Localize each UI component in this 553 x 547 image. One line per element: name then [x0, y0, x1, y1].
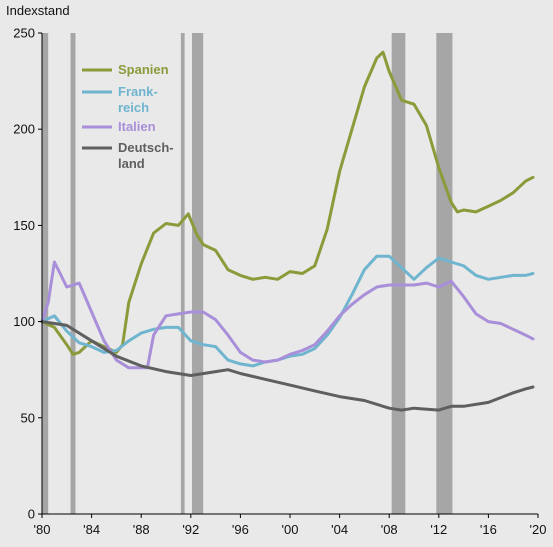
series-line-deutschland	[40, 320, 535, 412]
series-line-italien	[40, 260, 535, 370]
recession-band-1	[70, 33, 76, 514]
legend-label-deutschland: land	[118, 156, 145, 171]
legend-label-spanien: Spanien	[118, 62, 169, 77]
x-tick-label: '96	[232, 522, 249, 537]
x-tick-label: '84	[83, 522, 100, 537]
x-tick-label: '92	[182, 522, 199, 537]
y-tick-label: 250	[13, 26, 35, 41]
legend-label-frankreich: reich	[118, 100, 149, 115]
recession-band-0	[42, 33, 49, 514]
recession-band-2	[180, 33, 185, 514]
series-line-spanien	[40, 50, 535, 356]
y-tick-label: 150	[13, 218, 35, 233]
x-tick-label: '20	[530, 522, 547, 537]
x-tick-label: '16	[480, 522, 497, 537]
legend-label-deutschland: Deutsch-	[118, 140, 174, 155]
series-lines	[40, 50, 535, 412]
x-tick-label: '80	[34, 522, 51, 537]
axes	[41, 33, 538, 515]
x-tick-label: '88	[133, 522, 150, 537]
y-tick-label: 0	[28, 507, 35, 522]
recession-band-3	[192, 33, 204, 514]
x-tick-label: '00	[282, 522, 299, 537]
recession-bands	[42, 33, 453, 514]
x-tick-label: '12	[430, 522, 447, 537]
legend-label-frankreich: Frank-	[118, 84, 158, 99]
y-tick-labels: 0 50 100 150 200 250	[13, 26, 42, 522]
legend-label-italien: Italien	[118, 119, 156, 134]
y-axis-label: Indexstand	[6, 3, 70, 18]
recession-band-5	[436, 33, 453, 514]
x-tick-label: '04	[331, 522, 348, 537]
y-tick-label: 100	[13, 314, 35, 329]
y-tick-label: 200	[13, 122, 35, 137]
series-line-frankreich	[40, 254, 535, 368]
x-tick-label: '08	[381, 522, 398, 537]
legend: Spanien Frank-reich Italien Deutsch-land	[82, 62, 174, 171]
recession-band-4	[391, 33, 406, 514]
x-tick-labels: '80 '84 '88 '92 '96 '00 '04 '08 '12 '16 '20	[34, 514, 547, 537]
y-tick-label: 50	[21, 410, 35, 425]
